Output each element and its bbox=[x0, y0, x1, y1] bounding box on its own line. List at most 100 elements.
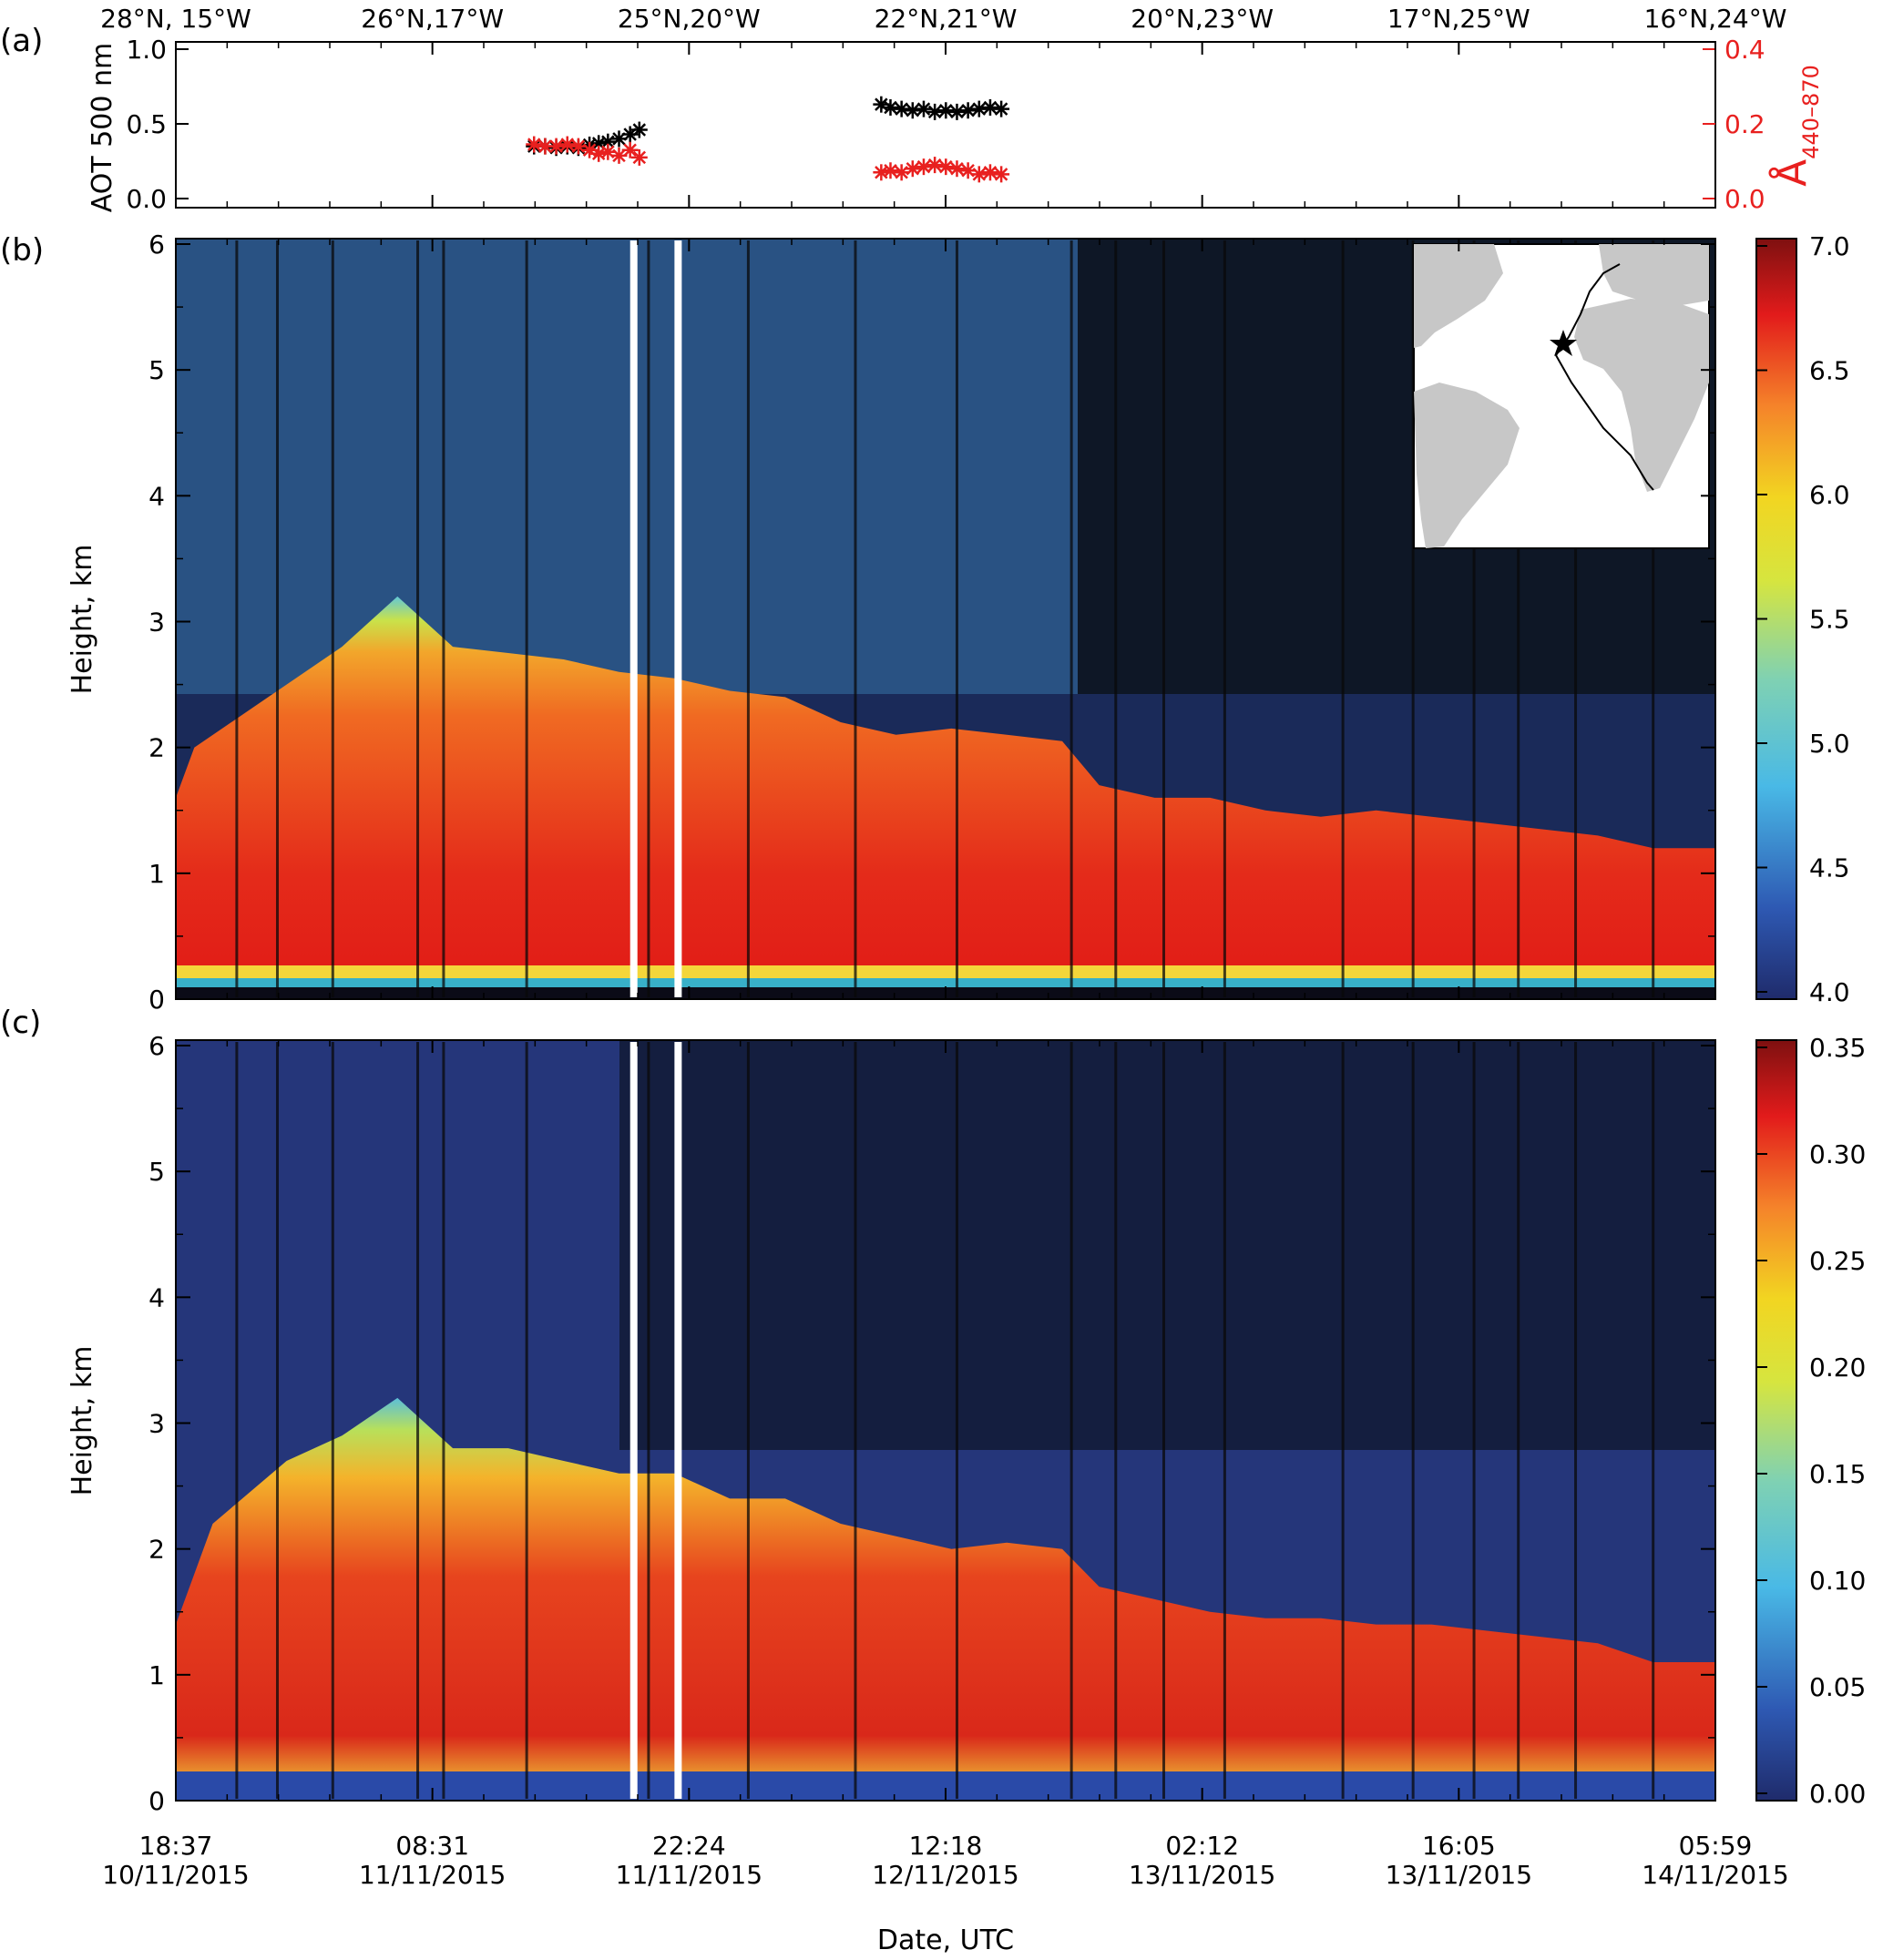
colorbar-tick-label: 0.20 bbox=[1809, 1353, 1866, 1383]
asterisk-stroke bbox=[927, 105, 942, 119]
panel-a-y2label: Å440–870 bbox=[1767, 65, 1824, 187]
svg-text:Å440–870: Å440–870 bbox=[1767, 65, 1824, 187]
data-interrupt-stripe bbox=[235, 1042, 239, 1799]
asterisk-stroke bbox=[884, 100, 897, 115]
asterisk-stroke bbox=[972, 168, 987, 181]
data-interrupt-stripe bbox=[1574, 1042, 1578, 1799]
panel-label-a: (a) bbox=[0, 23, 43, 59]
a-data-point bbox=[558, 136, 576, 153]
panel-a: 0.0 0.5 1.0 0.0 0.2 0.4 AOT 500 nm Å440–870 bbox=[87, 35, 1824, 214]
data-interrupt-stripe bbox=[955, 240, 958, 997]
colorbar-tick-label: 0.00 bbox=[1809, 1779, 1866, 1809]
colorbar-tick-label: 6.5 bbox=[1809, 356, 1850, 386]
panel-c-aerosol-layer bbox=[176, 1397, 1715, 1795]
asterisk-stroke bbox=[623, 143, 637, 157]
panel-b-y-axis: 0 1 2 3 4 5 6 bbox=[148, 230, 1715, 1015]
x-tick-time-label: 22:24 bbox=[652, 1831, 726, 1861]
inset-map-europe bbox=[1599, 244, 1709, 306]
colorbar-tick-label: 4.5 bbox=[1809, 853, 1850, 883]
a-data-point bbox=[993, 100, 1010, 117]
data-interrupt-stripe bbox=[1069, 1042, 1073, 1799]
a-data-point bbox=[915, 158, 932, 176]
x-tick-date-label: 13/11/2015 bbox=[1129, 1860, 1275, 1890]
data-interrupt-stripe bbox=[525, 240, 528, 997]
data-interrupt-stripe bbox=[1114, 240, 1118, 997]
y-tick-label: 1 bbox=[148, 1660, 165, 1690]
a-data-point bbox=[959, 102, 977, 119]
a-data-point bbox=[548, 138, 565, 155]
angstrom-symbol: Å bbox=[1767, 159, 1816, 187]
data-interrupt-stripe bbox=[1472, 240, 1476, 997]
angstrom-subscript: 440–870 bbox=[1798, 65, 1824, 159]
data-interrupt-stripe bbox=[416, 240, 420, 997]
a-y2-tick-label: 0.4 bbox=[1724, 35, 1765, 65]
colorbar-tick-label: 6.0 bbox=[1809, 480, 1850, 510]
panel-b-surface-band bbox=[176, 965, 1715, 978]
y-tick-label: 1 bbox=[148, 859, 165, 889]
panel-a-points bbox=[526, 96, 1010, 183]
panel-b-inset-map bbox=[1413, 243, 1710, 549]
top-axis-label: 22°N,21°W bbox=[875, 4, 1018, 34]
data-gap-bar bbox=[629, 240, 638, 997]
panel-label-b: (b) bbox=[0, 232, 44, 269]
panel-c-dark-sky bbox=[619, 1040, 1715, 1450]
panel-a-right-axis: 0.0 0.2 0.4 bbox=[1703, 35, 1765, 214]
a-data-point bbox=[926, 103, 944, 120]
colorbar-tick-label: 0.30 bbox=[1809, 1139, 1866, 1169]
data-gap-bar bbox=[674, 240, 682, 997]
data-interrupt-stripe bbox=[275, 240, 279, 997]
data-interrupt-stripe bbox=[416, 1042, 420, 1799]
asterisk-stroke bbox=[875, 97, 888, 111]
a-data-point bbox=[937, 102, 955, 119]
data-interrupt-stripe bbox=[746, 240, 750, 997]
a-y-tick-label: 0.0 bbox=[126, 184, 167, 214]
panel-c-x-ticks bbox=[175, 1040, 1716, 1801]
asterisk-stroke bbox=[983, 100, 998, 115]
asterisk-stroke bbox=[612, 148, 626, 163]
x-tick-date-label: 12/11/2015 bbox=[872, 1860, 1018, 1890]
inset-map-south-america bbox=[1414, 383, 1520, 548]
x-tick-time-label: 02:12 bbox=[1165, 1831, 1239, 1861]
colorbar-tick-label: 0.05 bbox=[1809, 1672, 1866, 1702]
asterisk-stroke bbox=[632, 123, 647, 137]
a-data-point bbox=[915, 100, 932, 117]
asterisk-stroke bbox=[906, 161, 920, 176]
a-data-point bbox=[937, 158, 955, 176]
panel-c-colorbar bbox=[1755, 1039, 1797, 1802]
top-axis-label: 26°N,17°W bbox=[361, 4, 504, 34]
asterisk-stroke bbox=[961, 103, 975, 117]
colorbar-tick-label: 5.0 bbox=[1809, 729, 1850, 759]
data-interrupt-stripe bbox=[1652, 240, 1655, 997]
data-interrupt-stripe bbox=[1652, 1042, 1655, 1799]
y-tick-label: 5 bbox=[148, 1157, 165, 1187]
asterisk-stroke bbox=[571, 139, 586, 153]
asterisk-stroke bbox=[527, 138, 541, 151]
colorbar-tick-label: 5.5 bbox=[1809, 605, 1850, 635]
y-tick-label: 5 bbox=[148, 355, 165, 385]
a-data-point bbox=[904, 160, 921, 178]
data-interrupt-stripe bbox=[1517, 240, 1520, 997]
asterisk-stroke bbox=[939, 103, 953, 117]
asterisk-stroke bbox=[875, 166, 888, 179]
data-interrupt-stripe bbox=[854, 1042, 857, 1799]
y-tick-label: 4 bbox=[148, 481, 165, 511]
data-interrupt-stripe bbox=[1162, 240, 1166, 997]
top-axis-label: 28°N, 15°W bbox=[100, 4, 251, 34]
x-tick-time-label: 05:59 bbox=[1679, 1831, 1753, 1861]
a-data-point bbox=[926, 157, 944, 174]
inset-map-ship-track bbox=[1554, 263, 1654, 491]
asterisk-stroke bbox=[601, 145, 615, 158]
a-data-point bbox=[993, 166, 1010, 183]
data-interrupt-stripe bbox=[1411, 240, 1415, 997]
asterisk-stroke bbox=[560, 138, 574, 151]
a-data-point bbox=[882, 162, 899, 179]
data-interrupt-stripe bbox=[1411, 1042, 1415, 1799]
colorbar-tick-label: 0.25 bbox=[1809, 1246, 1866, 1276]
asterisk-stroke bbox=[591, 147, 606, 161]
y-tick-label: 3 bbox=[148, 607, 165, 638]
panel-a-ylabel: AOT 500 nm bbox=[87, 43, 118, 213]
data-interrupt-stripe bbox=[331, 1042, 334, 1799]
panel-a-frame bbox=[175, 41, 1716, 209]
